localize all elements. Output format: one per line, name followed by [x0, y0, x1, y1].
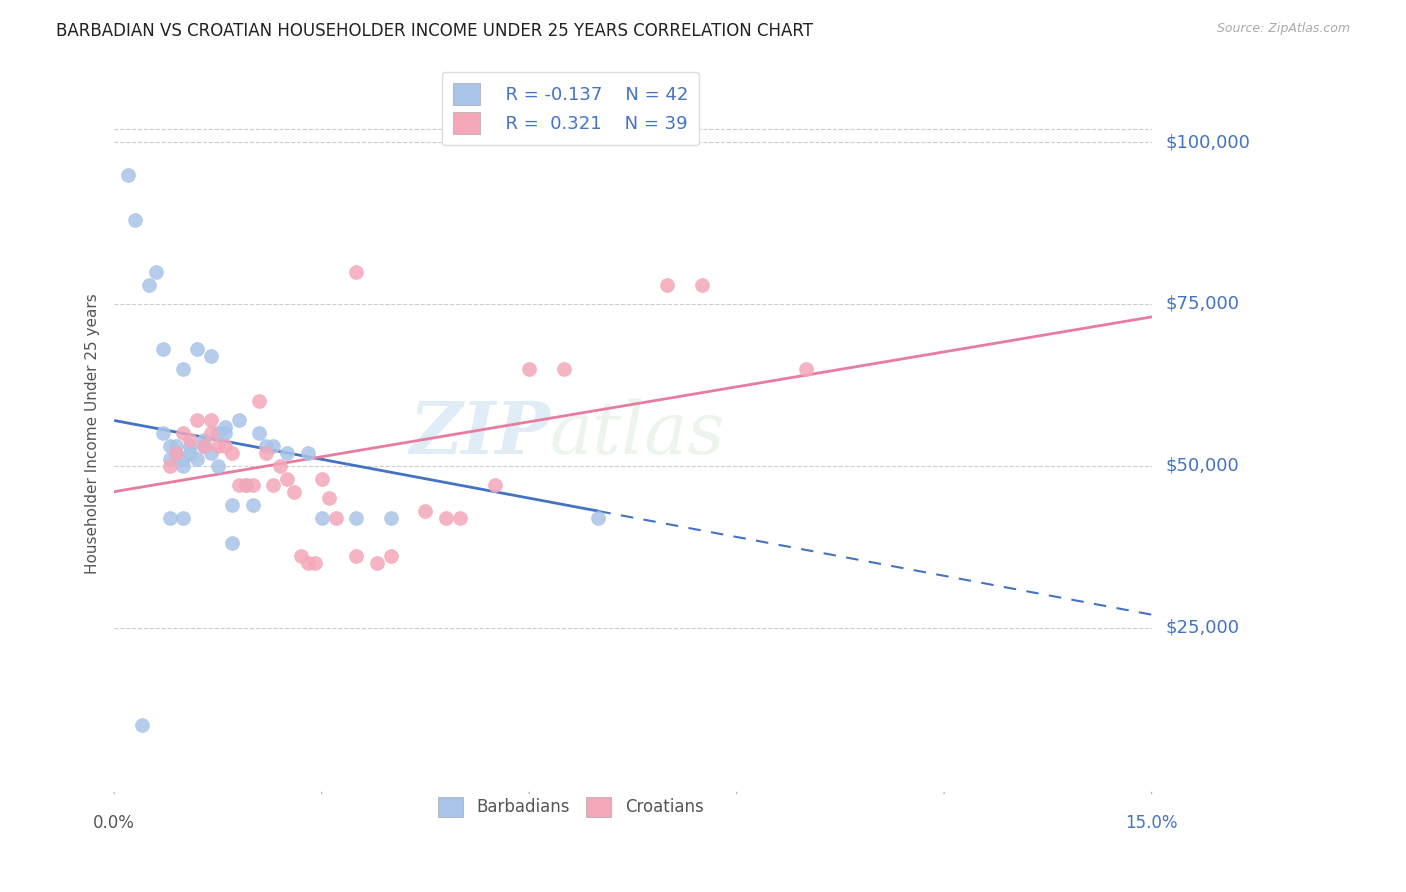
Point [235, 478, 257, 492]
Point [193, 433, 215, 447]
Point [200, 413, 222, 427]
Point [186, 413, 208, 427]
Point [165, 439, 187, 453]
Point [304, 556, 326, 570]
Point [207, 439, 229, 453]
Point [553, 361, 575, 376]
Point [186, 343, 208, 357]
Point [172, 510, 194, 524]
Text: $100,000: $100,000 [1166, 133, 1250, 151]
Point [159, 439, 181, 453]
Point [484, 478, 506, 492]
Point [344, 510, 367, 524]
Point [290, 549, 312, 564]
Y-axis label: Householder Income Under 25 years: Householder Income Under 25 years [86, 293, 100, 574]
Point [794, 361, 817, 376]
Point [214, 426, 236, 441]
Point [254, 446, 277, 460]
Point [172, 426, 194, 441]
Point [588, 510, 610, 524]
Point [262, 439, 284, 453]
Point [221, 536, 243, 550]
Point [193, 439, 215, 453]
Point [269, 458, 291, 473]
Point [325, 510, 347, 524]
Point [276, 472, 298, 486]
Point [366, 556, 388, 570]
Point [159, 452, 181, 467]
Legend: Barbadians, Croatians: Barbadians, Croatians [432, 790, 710, 824]
Text: $50,000: $50,000 [1166, 457, 1239, 475]
Point [344, 549, 367, 564]
Text: ZIP: ZIP [409, 398, 550, 469]
Point [186, 452, 208, 467]
Text: 0.0%: 0.0% [93, 814, 135, 832]
Point [200, 446, 222, 460]
Point [318, 491, 340, 505]
Point [179, 439, 201, 453]
Point [214, 420, 236, 434]
Point [657, 277, 679, 292]
Point [242, 478, 264, 492]
Text: $25,000: $25,000 [1166, 618, 1240, 637]
Point [415, 504, 437, 518]
Point [228, 413, 250, 427]
Point [172, 452, 194, 467]
Point [276, 446, 298, 460]
Point [124, 212, 146, 227]
Point [235, 478, 257, 492]
Point [297, 446, 319, 460]
Point [311, 510, 333, 524]
Text: $75,000: $75,000 [1166, 295, 1240, 313]
Point [380, 510, 402, 524]
Point [434, 510, 457, 524]
Point [200, 349, 222, 363]
Point [207, 458, 229, 473]
Point [283, 484, 305, 499]
Text: 15.0%: 15.0% [1125, 814, 1178, 832]
Point [214, 439, 236, 453]
Point [249, 394, 271, 409]
Point [449, 510, 471, 524]
Point [193, 439, 215, 453]
Point [297, 556, 319, 570]
Point [311, 472, 333, 486]
Point [344, 264, 367, 278]
Point [262, 478, 284, 492]
Point [165, 446, 187, 460]
Point [242, 498, 264, 512]
Point [159, 510, 181, 524]
Point [249, 426, 271, 441]
Point [165, 446, 187, 460]
Point [172, 458, 194, 473]
Point [138, 277, 160, 292]
Point [228, 478, 250, 492]
Point [152, 343, 174, 357]
Point [117, 168, 139, 182]
Point [690, 277, 713, 292]
Point [221, 446, 243, 460]
Point [159, 458, 181, 473]
Text: Source: ZipAtlas.com: Source: ZipAtlas.com [1216, 22, 1350, 36]
Point [221, 498, 243, 512]
Point [172, 361, 194, 376]
Text: BARBADIAN VS CROATIAN HOUSEHOLDER INCOME UNDER 25 YEARS CORRELATION CHART: BARBADIAN VS CROATIAN HOUSEHOLDER INCOME… [56, 22, 813, 40]
Point [179, 446, 201, 460]
Text: atlas: atlas [550, 398, 725, 468]
Point [207, 426, 229, 441]
Point [131, 717, 153, 731]
Point [517, 361, 540, 376]
Point [145, 264, 167, 278]
Point [254, 439, 277, 453]
Point [380, 549, 402, 564]
Point [152, 426, 174, 441]
Point [200, 426, 222, 441]
Point [179, 433, 201, 447]
